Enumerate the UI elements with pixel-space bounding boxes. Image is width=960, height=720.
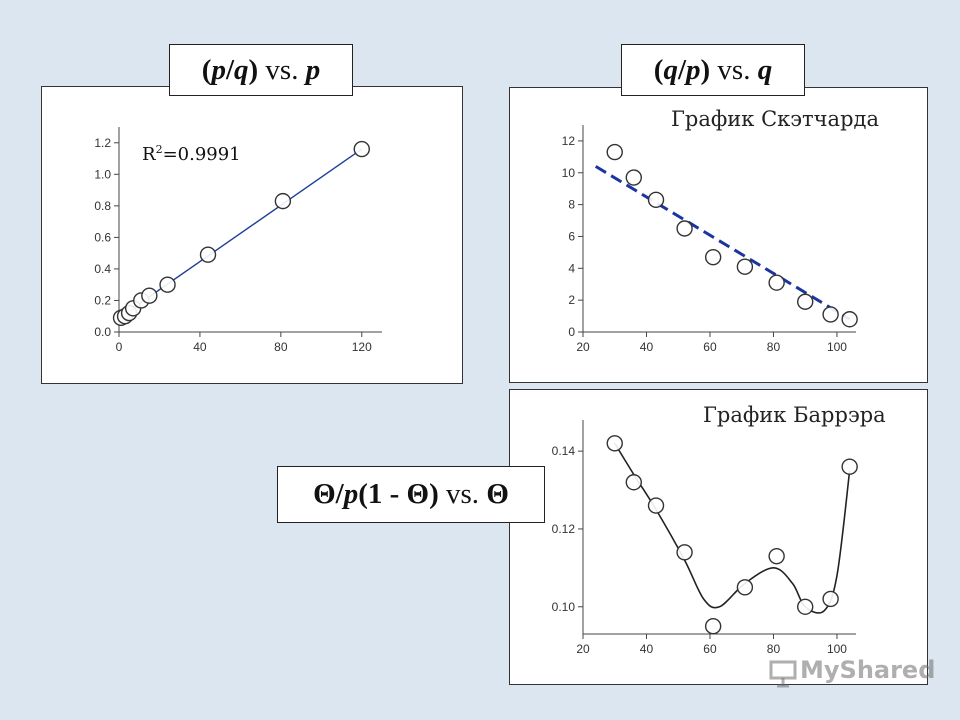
x-tick-label: 60 (703, 340, 717, 354)
vs-text: vs. (438, 478, 487, 510)
y-tick-label: 4 (568, 261, 575, 275)
qp-vs-q-label: (q / p) vs. q (621, 44, 805, 96)
y-tick-label: 10 (562, 166, 576, 180)
var-q-2: q (757, 53, 773, 86)
r-squared-annotation: R2=0.9991 (142, 143, 241, 165)
data-point (647, 497, 665, 514)
data-point (822, 306, 839, 323)
x-tick-label: 100 (827, 642, 847, 656)
var-p: p (343, 478, 359, 510)
data-point (676, 220, 693, 237)
x-tick-label: 120 (352, 340, 372, 354)
y-tick-label: 2 (568, 293, 575, 307)
watermark-text: MyShared (800, 656, 936, 684)
presentation-icon (769, 660, 797, 688)
r2-sup: 2 (155, 143, 163, 156)
var-q: q (663, 53, 678, 86)
data-point (625, 474, 642, 491)
data-point (353, 140, 370, 158)
x-tick-label: 40 (193, 340, 207, 354)
data-point (768, 274, 785, 291)
barrer-chart-panel: 20 40 60 80 100 0.10 0.12 0.14 (509, 389, 928, 685)
paren-open: ( (653, 53, 664, 86)
x-tick-label: 40 (640, 340, 654, 354)
data-point (768, 547, 785, 565)
slash: / (225, 53, 234, 86)
var-p: p (686, 53, 701, 86)
y-tick-label: 1.0 (94, 167, 111, 181)
r2-base: R (142, 144, 156, 165)
x-tick-label: 20 (576, 340, 590, 354)
data-point (676, 544, 693, 561)
theta-over: Θ/ (313, 478, 344, 510)
y-tick-label: 0 (568, 325, 575, 339)
y-tick-label: 0.6 (94, 230, 111, 244)
pq-vs-p-label: (p / q) vs. p (169, 44, 353, 96)
data-point (797, 293, 814, 310)
paren-open: ( (201, 53, 212, 86)
var-q: q (234, 53, 249, 86)
smooth-curve (614, 442, 851, 614)
var-p-2: p (305, 53, 321, 86)
scatchard-chart-panel: 20 40 60 80 100 0 2 4 6 8 10 12 (509, 87, 928, 383)
data-point (159, 276, 176, 293)
scatchard-chart: 20 40 60 80 100 0 2 4 6 8 10 12 (562, 125, 858, 354)
x-tick-label: 40 (640, 642, 654, 656)
y-tick-label: 0.0 (94, 325, 111, 339)
data-point (841, 458, 858, 475)
y-tick-label: 6 (568, 229, 575, 243)
pq-vs-p-chart: 0 40 80 120 0.0 0.2 0.4 0.6 0.8 1.0 1.2 (94, 127, 382, 354)
paren-close: ) (248, 53, 259, 86)
y-tick-label: 0.8 (94, 199, 111, 213)
data-point (822, 590, 839, 608)
x-tick-label: 80 (274, 340, 288, 354)
y-tick-label: 0.12 (552, 522, 576, 536)
barrer-caption: График Баррэра (703, 403, 886, 427)
data-point (274, 192, 292, 210)
data-point (199, 246, 217, 263)
data-point (704, 248, 722, 266)
x-tick-label: 20 (576, 642, 590, 656)
y-tick-label: 8 (568, 198, 575, 212)
x-tick-label: 80 (767, 340, 781, 354)
x-tick-label: 60 (703, 642, 717, 656)
one-minus-theta: (1 - Θ) (358, 478, 439, 510)
data-point (841, 311, 858, 328)
data-point (647, 191, 665, 209)
data-point (736, 258, 754, 275)
vs-text: vs. (258, 53, 306, 86)
r2-value: =0.9991 (162, 144, 241, 165)
barrer-chart: 20 40 60 80 100 0.10 0.12 0.14 (552, 420, 858, 656)
fit-line (118, 148, 363, 319)
data-point (606, 435, 623, 452)
data-point (606, 143, 623, 161)
y-tick-label: 0.2 (94, 293, 111, 307)
x-tick-label: 0 (116, 340, 123, 354)
slash: / (677, 53, 686, 86)
x-tick-label: 80 (767, 642, 781, 656)
vs-text: vs. (710, 53, 758, 86)
var-p: p (211, 53, 226, 86)
x-tick-label: 100 (827, 340, 847, 354)
y-tick-label: 12 (562, 134, 576, 148)
trend-line-dashed (594, 165, 851, 321)
data-point (736, 579, 754, 596)
pq-chart-panel: 0 40 80 120 0.0 0.2 0.4 0.6 0.8 1.0 1.2 R2=0.9991 (41, 86, 463, 384)
theta-symbol: Θ (486, 478, 509, 510)
paren-close: ) (700, 53, 711, 86)
y-tick-label: 1.2 (94, 136, 111, 150)
y-tick-label: 0.4 (94, 262, 111, 276)
theta-label: Θ/p (1 - Θ) vs. Θ (277, 466, 545, 523)
data-point (704, 618, 722, 635)
y-tick-label: 0.10 (552, 600, 576, 614)
scatchard-caption: График Скэтчарда (671, 107, 879, 131)
data-point (141, 287, 158, 304)
data-point (797, 598, 814, 615)
data-point (625, 169, 642, 186)
y-tick-label: 0.14 (552, 444, 576, 458)
